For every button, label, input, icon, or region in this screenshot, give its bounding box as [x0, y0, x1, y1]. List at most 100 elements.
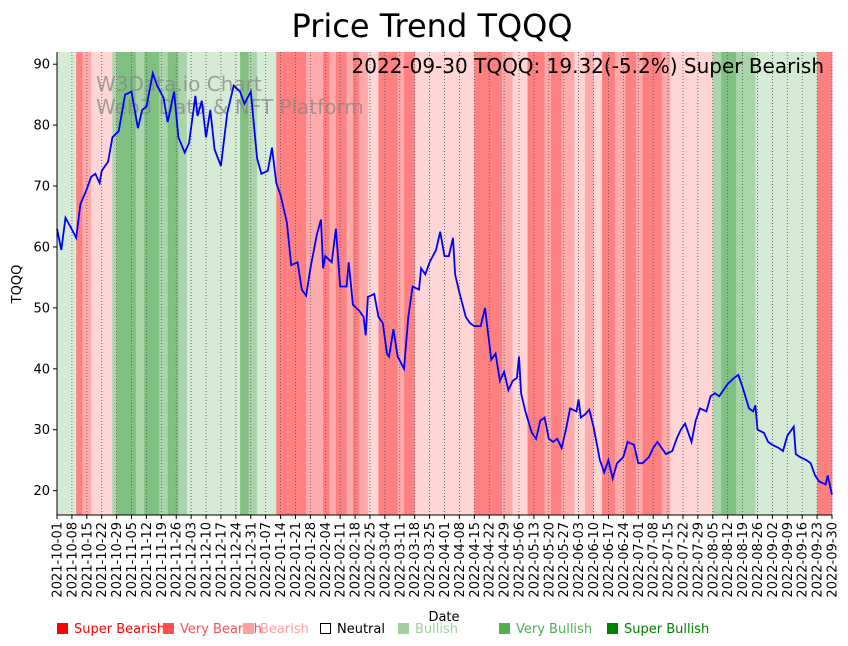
- y-tick-label: 50: [33, 301, 50, 316]
- x-tick-label: 2022-05-27: [557, 522, 572, 598]
- regime-band: [614, 52, 626, 515]
- x-tick-label: 2022-09-23: [811, 522, 826, 598]
- y-tick-label: 90: [33, 58, 50, 73]
- x-tick-label: 2021-12-24: [229, 522, 244, 598]
- x-tick-label: 2022-04-22: [483, 522, 498, 598]
- regime-band: [144, 52, 160, 515]
- regime-band: [76, 52, 83, 515]
- x-tick-label: 2021-11-26: [170, 522, 185, 598]
- x-tick-label: 2021-10-01: [51, 522, 66, 598]
- regime-band: [306, 52, 324, 515]
- regime-bands: [57, 52, 833, 515]
- regime-band: [167, 52, 179, 515]
- x-tick-label: 2022-02-11: [334, 522, 349, 598]
- regime-band: [712, 52, 722, 515]
- legend-swatch: [607, 623, 618, 634]
- y-tick-label: 20: [33, 484, 50, 499]
- x-tick-label: 2022-02-25: [364, 522, 379, 598]
- regime-band: [670, 52, 714, 515]
- x-tick-label: 2022-09-30: [826, 522, 841, 598]
- y-tick-label: 60: [33, 240, 50, 255]
- regime-band: [248, 52, 258, 515]
- x-tick-label: 2022-07-15: [662, 522, 677, 598]
- regime-band: [474, 52, 503, 515]
- x-tick-label: 2022-08-19: [736, 522, 751, 598]
- x-tick-label: 2022-04-01: [438, 522, 453, 598]
- x-tick-label: 2022-06-17: [602, 522, 617, 598]
- watermark-line-1: W3Data.io Chart: [96, 72, 262, 96]
- legend-label: Bullish: [415, 622, 458, 637]
- x-tick-label: 2022-07-01: [632, 522, 647, 598]
- regime-band: [585, 52, 594, 515]
- x-tick-label: 2022-01-07: [259, 522, 274, 598]
- regime-band: [512, 52, 528, 515]
- x-tick-label: 2022-03-04: [378, 522, 393, 598]
- x-tick-label: 2022-05-13: [527, 522, 542, 598]
- x-tick-label: 2022-01-14: [274, 522, 289, 598]
- x-axis-ticks: 2021-10-01 2021-10-08 2021-10-15 2021-10-22…: [51, 515, 841, 598]
- x-tick-label: 2022-08-05: [706, 522, 721, 598]
- x-tick-label: 2022-07-08: [647, 522, 662, 598]
- x-tick-label: 2021-12-03: [185, 522, 200, 598]
- regime-band: [501, 52, 513, 515]
- y-axis-label: TQQQ: [10, 265, 25, 305]
- x-axis-label: Date: [428, 610, 459, 625]
- x-tick-label: 2022-05-20: [542, 522, 557, 598]
- x-tick-label: 2022-09-02: [766, 522, 781, 598]
- x-tick-label: 2022-08-12: [721, 522, 736, 598]
- chart-title: Price Trend TQQQ: [291, 7, 572, 45]
- regime-band: [544, 52, 552, 515]
- legend-label: Super Bullish: [624, 622, 709, 637]
- x-tick-label: 2022-03-25: [423, 522, 438, 598]
- latest-price-annotation: 2022-09-30 TQQQ: 19.32(-5.2%) Super Bear…: [352, 54, 824, 78]
- y-tick-label: 70: [33, 180, 50, 195]
- legend-label: Bearish: [260, 622, 309, 637]
- regime-band: [404, 52, 415, 515]
- x-tick-label: 2022-04-15: [468, 522, 483, 598]
- x-tick-label: 2022-05-06: [513, 522, 528, 598]
- regime-band: [721, 52, 737, 515]
- x-tick-label: 2021-11-12: [140, 522, 155, 598]
- regime-band: [550, 52, 562, 515]
- regime-band: [527, 52, 545, 515]
- legend-label: Very Bearish: [180, 622, 262, 637]
- x-tick-label: 2022-06-24: [617, 522, 632, 598]
- regime-band: [736, 52, 756, 515]
- x-tick-label: 2022-03-11: [393, 522, 408, 598]
- regime-band: [257, 52, 277, 515]
- x-tick-label: 2022-07-22: [677, 522, 692, 598]
- regime-band: [367, 52, 379, 515]
- x-tick-label: 2022-08-26: [751, 522, 766, 598]
- y-axis-ticks: 20 30 40 50 60 70 80 90: [33, 58, 57, 499]
- x-tick-label: 2021-11-19: [155, 522, 170, 598]
- x-tick-label: 2022-04-29: [498, 522, 513, 598]
- regime-band: [323, 52, 330, 515]
- x-tick-label: 2022-02-18: [349, 522, 364, 598]
- y-tick-label: 80: [33, 119, 50, 134]
- legend-swatch: [243, 623, 254, 634]
- regime-band: [57, 52, 77, 515]
- x-tick-label: 2021-12-17: [214, 522, 229, 598]
- regime-band: [335, 52, 347, 515]
- x-tick-label: 2022-06-03: [572, 522, 587, 598]
- regime-band: [178, 52, 188, 515]
- regime-band: [240, 52, 249, 515]
- legend-swatch: [163, 623, 174, 634]
- regime-band: [159, 52, 169, 515]
- x-tick-label: 2021-10-08: [65, 522, 80, 598]
- regime-band: [625, 52, 637, 515]
- regime-band: [636, 52, 643, 515]
- x-tick-label: 2021-10-15: [80, 522, 95, 598]
- x-tick-label: 2022-01-28: [304, 522, 319, 598]
- x-tick-label: 2022-07-29: [691, 522, 706, 598]
- regime-band: [186, 52, 241, 515]
- x-tick-label: 2022-09-09: [781, 522, 796, 598]
- legend-label: Very Bullish: [516, 622, 592, 637]
- x-tick-label: 2021-10-22: [95, 522, 110, 598]
- x-tick-label: 2021-11-05: [125, 522, 140, 598]
- regime-band: [397, 52, 405, 515]
- regime-band: [593, 52, 603, 515]
- x-tick-label: 2022-01-21: [289, 522, 304, 598]
